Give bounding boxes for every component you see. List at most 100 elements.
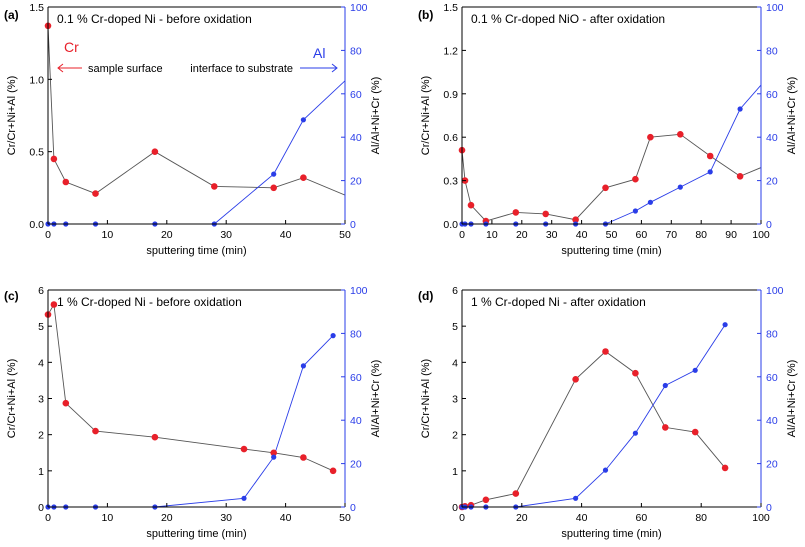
left-y-axis-label: Cr/Cr+Ni+Al (%) — [420, 76, 432, 155]
left-tick-label: 3 — [38, 394, 44, 406]
left-tick-label: 0.3 — [443, 176, 458, 188]
data-point-cr — [572, 376, 579, 383]
data-point-al — [241, 495, 247, 501]
x-tick-label: 80 — [695, 512, 707, 524]
data-point-cr — [50, 155, 58, 163]
data-point-cr — [691, 428, 699, 436]
x-axis-label: sputtering time (min) — [146, 528, 246, 540]
data-point-cr — [151, 148, 159, 155]
left-tick-label: 5 — [38, 321, 44, 333]
data-point-al — [662, 382, 668, 389]
data-point-al — [300, 117, 306, 123]
left-tick-label: 5 — [452, 321, 458, 333]
x-tick-label: 10 — [486, 229, 498, 241]
right-tick-label: 0 — [766, 219, 772, 231]
left-tick-label: 2 — [452, 430, 458, 442]
data-point-cr — [542, 210, 549, 218]
series-line-al — [462, 324, 726, 507]
data-point-cr — [677, 131, 684, 138]
annotation-cr-arrowhead — [57, 63, 64, 73]
left-y-axis-label: Cr/Cr+Ni+Al (%) — [6, 76, 18, 155]
data-point-al — [271, 171, 277, 177]
data-point-cr — [240, 445, 248, 453]
right-tick-label: 60 — [350, 372, 362, 384]
left-tick-label: 0.6 — [443, 132, 458, 144]
left-tick-label: 0.9 — [443, 89, 458, 101]
right-tick-label: 60 — [350, 89, 362, 101]
left-tick-label: 4 — [38, 357, 44, 369]
left-tick-label: 0 — [38, 502, 44, 514]
left-tick-label: 4 — [452, 357, 458, 369]
right-tick-label: 0 — [350, 219, 356, 231]
annotation-cr-label: Cr — [64, 39, 79, 55]
series-line-cr — [48, 25, 345, 196]
series-line-cr — [48, 303, 334, 472]
panel-c: 0 10 20 30 40 500123456020406080100sputtering… — [4, 285, 382, 540]
left-tick-label: 6 — [452, 285, 458, 297]
x-tick-label: 30 — [220, 512, 232, 524]
data-point-cr — [602, 348, 609, 355]
right-tick-label: 80 — [350, 45, 362, 57]
panel-d: 0 20 40 60 80 1000123456020406080100sputterin… — [418, 285, 798, 540]
x-tick-label: 60 — [636, 512, 648, 524]
x-tick-label: 0 — [45, 229, 51, 241]
x-tick-label: 0 — [45, 512, 51, 524]
data-point-al — [722, 322, 728, 328]
data-point-al — [707, 169, 713, 175]
chart-title: 1 % Cr-doped Ni - after oxidation — [471, 295, 646, 309]
x-tick-label: 50 — [606, 229, 618, 241]
right-tick-label: 20 — [766, 459, 778, 471]
data-point-cr — [270, 449, 278, 457]
x-axis-label: sputtering time (min) — [146, 245, 246, 257]
panel-a: 0 10 20 30 40 50 0.0 0.5 1.0 1.5 0 20 40 60 80 100 sputt… — [4, 2, 382, 257]
x-tick-label: 100 — [752, 229, 770, 241]
right-tick-label: 40 — [350, 132, 362, 144]
data-point-al — [602, 467, 609, 473]
data-point-cr — [512, 490, 520, 497]
x-tick-label: 80 — [695, 229, 707, 241]
data-point-cr — [62, 178, 70, 186]
data-point-cr — [50, 301, 58, 308]
x-tick-label: 40 — [280, 512, 292, 524]
right-tick-label: 80 — [350, 328, 362, 340]
data-point-cr — [647, 133, 654, 141]
x-tick-label: 20 — [516, 229, 528, 241]
data-point-al — [573, 495, 579, 501]
left-tick-label: 1.5 — [29, 2, 44, 14]
data-point-cr — [736, 173, 744, 180]
data-point-al — [300, 363, 306, 369]
x-tick-label: 30 — [220, 229, 232, 241]
chart-title: 1 % Cr-doped Ni - before oxidation — [57, 295, 242, 309]
x-tick-label: 10 — [102, 229, 114, 241]
data-point-cr — [632, 369, 639, 377]
left-tick-label: 0 — [452, 502, 458, 514]
right-tick-label: 40 — [766, 132, 778, 144]
right-tick-label: 100 — [350, 285, 368, 297]
panel-label: (b) — [418, 8, 433, 22]
x-tick-label: 20 — [516, 512, 528, 524]
chart-title: 0.1 % Cr-doped Ni - before oxidation — [57, 12, 252, 26]
data-point-cr — [706, 152, 714, 160]
annotation-al-arrowhead — [331, 63, 338, 73]
panel-label: (c) — [4, 289, 19, 303]
left-tick-label: 1.5 — [443, 2, 458, 14]
chart-title: 0.1 % Cr-doped NiO - after oxidation — [471, 12, 665, 26]
x-tick-label: 10 — [102, 512, 114, 524]
data-point-cr — [512, 209, 520, 216]
data-point-al — [737, 106, 743, 112]
data-point-cr — [632, 175, 639, 183]
right-y-axis-label: Al/Al+Ni+Cr (%) — [370, 360, 382, 438]
x-tick-label: 0 — [459, 512, 465, 524]
right-tick-label: 40 — [350, 415, 362, 427]
data-point-cr — [270, 184, 278, 192]
x-tick-label: 30 — [546, 229, 558, 241]
x-tick-label: 40 — [576, 229, 588, 241]
x-tick-label: 20 — [161, 229, 173, 241]
x-tick-label: 40 — [280, 229, 292, 241]
data-point-cr — [662, 424, 669, 431]
data-point-cr — [329, 467, 337, 475]
x-axis-label: sputtering time (min) — [561, 245, 661, 257]
right-tick-label: 80 — [766, 45, 778, 57]
left-tick-label: 1.0 — [29, 74, 44, 86]
